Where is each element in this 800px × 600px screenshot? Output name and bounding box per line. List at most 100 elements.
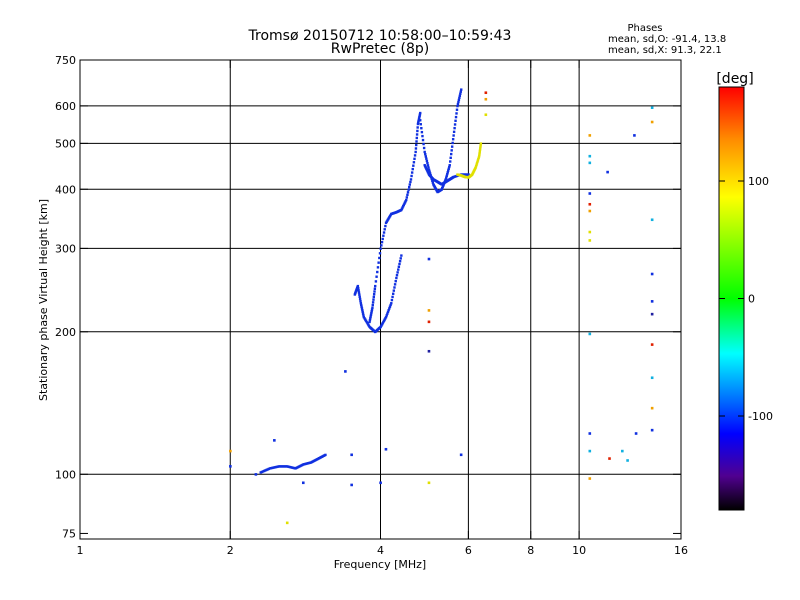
trace-point — [382, 319, 386, 322]
trace-point — [394, 279, 397, 283]
trace-point — [417, 121, 420, 124]
trace-point — [373, 287, 377, 290]
scatter-point — [427, 349, 431, 353]
trace-point — [441, 185, 444, 189]
trace-point — [422, 142, 425, 146]
trace-point — [457, 98, 461, 102]
scatter-point — [588, 161, 592, 165]
scatter-point — [588, 230, 592, 234]
trace-point — [411, 167, 414, 171]
trace-point — [395, 276, 398, 280]
scatter-point — [484, 91, 488, 95]
trace-point — [389, 303, 392, 307]
trace-point — [413, 154, 417, 157]
trace-point — [365, 320, 368, 324]
trace-point — [427, 166, 430, 169]
trace-point — [458, 96, 461, 100]
y-tick-label: 300 — [55, 242, 76, 255]
trace-point — [362, 315, 366, 319]
trace-point — [477, 156, 480, 159]
scatter-point — [384, 447, 388, 451]
scatter-point — [427, 481, 431, 485]
trace-point — [408, 183, 412, 186]
trace-point — [377, 261, 380, 264]
trace-point — [418, 113, 422, 116]
trace-point — [413, 157, 416, 161]
trace-point — [425, 159, 429, 163]
trace-point — [474, 166, 477, 169]
trace-point — [386, 312, 389, 315]
trace-point — [412, 161, 416, 164]
trace-point — [403, 201, 407, 204]
colorbar-ticks: 100 0 -100 — [719, 175, 773, 423]
phases-x-stats: mean, sd,X: 91.3, 22.1 — [608, 45, 722, 56]
scatter-point — [650, 272, 654, 276]
grid-lines — [80, 60, 681, 539]
scatter-point — [427, 309, 431, 312]
trace-point — [452, 134, 455, 137]
trace-point — [476, 159, 480, 162]
trace-point — [442, 184, 445, 187]
scatter-point — [379, 481, 382, 485]
trace-point — [376, 270, 379, 274]
scatter-point — [427, 320, 431, 324]
scatter-point — [344, 370, 347, 373]
scatter-point — [650, 120, 654, 124]
trace-point — [357, 291, 361, 294]
trace-point — [407, 188, 410, 191]
trace-point — [478, 148, 482, 152]
trace-point — [381, 322, 384, 325]
trace-point — [368, 320, 371, 324]
trace-point — [478, 150, 482, 153]
trace-point — [418, 115, 421, 119]
trace-point — [387, 308, 390, 312]
trace-point — [378, 252, 382, 255]
trace-point — [420, 130, 424, 134]
trace-point — [453, 123, 457, 126]
trace-point — [454, 115, 458, 119]
trace-point — [366, 323, 370, 326]
trace-point — [371, 303, 374, 307]
trace-point — [444, 178, 447, 181]
trace-point — [445, 174, 448, 178]
trace-point — [450, 145, 454, 148]
scatter-point — [633, 134, 636, 137]
colorbar-tick-label: 0 — [748, 293, 755, 306]
trace-point — [416, 129, 419, 133]
trace-point — [451, 138, 455, 141]
echo-traces — [259, 88, 483, 474]
trace-point — [412, 164, 415, 167]
trace-point — [391, 295, 394, 299]
trace-point — [384, 317, 387, 320]
scatter-point — [459, 453, 463, 457]
trace-point — [446, 172, 449, 176]
trace-point — [457, 100, 460, 104]
trace-point — [358, 295, 361, 299]
trace-point — [479, 143, 482, 147]
trace-point — [419, 123, 422, 126]
trace-point — [449, 152, 453, 156]
trace-point — [421, 138, 425, 142]
trace-point — [392, 289, 396, 292]
trace-point — [393, 286, 396, 289]
trace-point — [450, 149, 453, 152]
trace-point — [417, 120, 420, 123]
trace-point — [382, 234, 385, 237]
trace-point — [382, 320, 385, 324]
trace-point — [366, 322, 369, 325]
trace-point — [371, 306, 374, 309]
trace-point — [405, 196, 409, 199]
trace-point — [324, 453, 327, 457]
trace-point — [417, 118, 421, 122]
scatter-point — [484, 97, 488, 101]
trace-point — [383, 318, 386, 321]
trace-point — [376, 266, 380, 269]
trace-point — [416, 126, 419, 129]
trace-point — [359, 302, 363, 305]
scatter-point — [650, 406, 654, 410]
trace-point — [395, 274, 399, 277]
trace-point — [478, 153, 481, 156]
trace-point — [476, 160, 479, 164]
trace-point — [372, 293, 376, 296]
